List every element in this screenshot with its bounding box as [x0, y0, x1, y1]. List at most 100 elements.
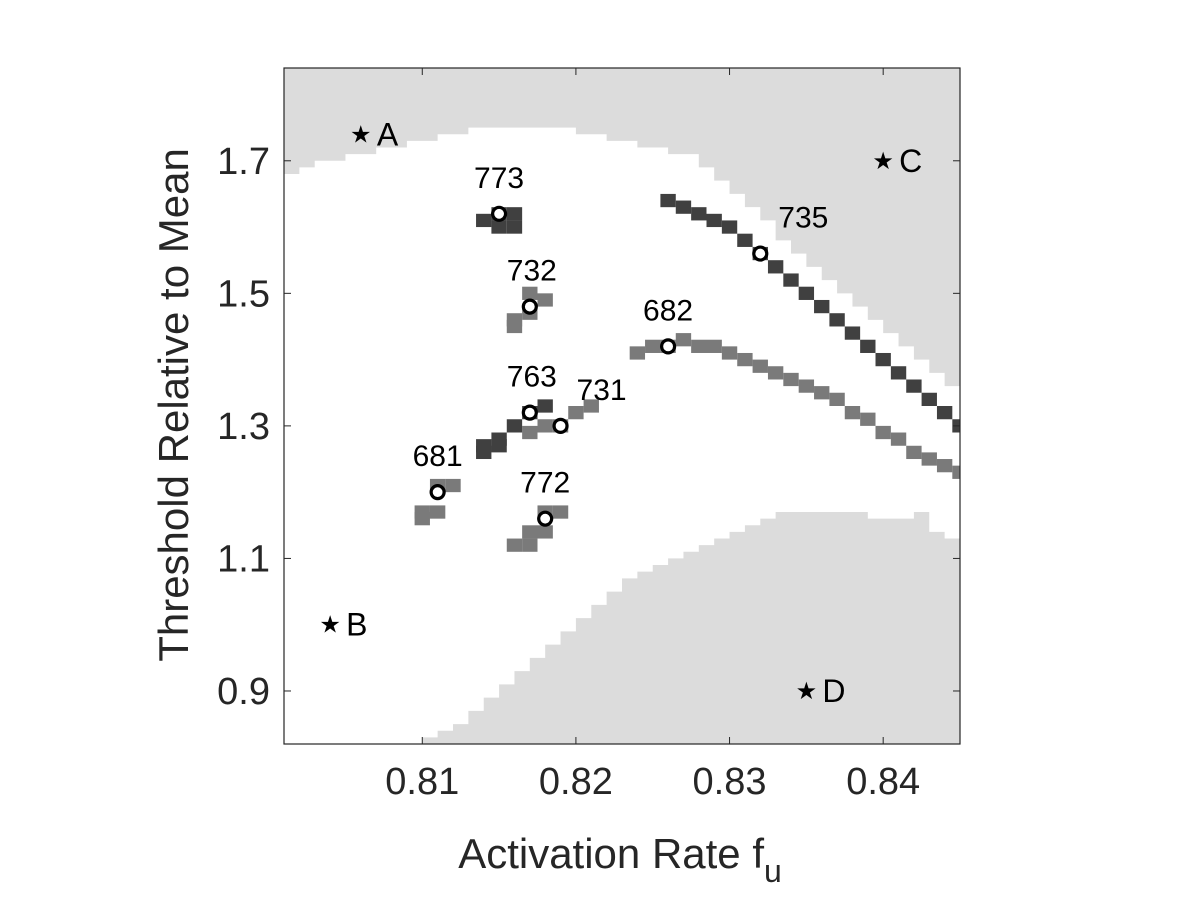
mid-band-cell	[936, 459, 953, 473]
point-marker-732	[521, 298, 538, 315]
dark-band-cell	[476, 445, 492, 460]
star-label-A: A	[377, 116, 399, 152]
point-marker-681	[429, 484, 446, 501]
dark-band-cell	[675, 200, 692, 214]
point-label-731: 731	[577, 374, 627, 407]
y-tick-label: 1.5	[217, 273, 270, 315]
mid-band-cell	[706, 339, 722, 353]
mid-band-cell	[629, 346, 646, 360]
star-label-C: C	[899, 143, 922, 179]
point-label-735: 735	[778, 202, 828, 235]
dark-band-cell	[491, 220, 507, 234]
dark-band-cell	[737, 233, 753, 247]
mid-band-cell	[691, 339, 707, 353]
mid-band-cell	[522, 286, 538, 300]
dark-band-cell	[691, 207, 707, 221]
dark-band-cell	[491, 439, 507, 453]
point-label-773: 773	[474, 162, 524, 195]
dark-band-cell	[660, 193, 676, 208]
mid-band-cell	[522, 425, 538, 440]
axes: 0.81 0.82 0.83 0.84 0.9 1.1 1.3 1.5 1.7	[217, 67, 961, 803]
point-label-763: 763	[507, 361, 557, 394]
y-tick-label: 1.7	[217, 141, 270, 183]
dark-band-cell	[906, 379, 922, 393]
star-marker-B: ★	[319, 611, 341, 639]
dark-band-cell	[767, 260, 784, 274]
mid-band-cell	[737, 352, 753, 367]
y-tick-label: 0.9	[217, 671, 270, 713]
mid-band-cell	[568, 406, 584, 420]
star-marker-A: ★	[350, 120, 372, 148]
mid-band-cell	[906, 445, 922, 460]
dark-band-cell	[721, 220, 738, 234]
star-marker-C: ★	[872, 147, 894, 175]
point-label-732: 732	[507, 255, 557, 288]
mid-band-cell	[537, 525, 553, 539]
x-tick-label: 0.82	[539, 761, 613, 803]
dark-band-cell	[936, 406, 953, 420]
mid-band-cell	[921, 452, 937, 466]
mid-band-cell	[767, 366, 784, 380]
y-tick-label: 1.1	[217, 538, 270, 580]
x-axis-label-main: Activation Rate f	[458, 830, 764, 877]
dark-band-cell	[798, 286, 815, 300]
dark-band-cell	[506, 419, 523, 433]
mid-band-cell	[798, 379, 815, 393]
mid-band-cell	[552, 505, 569, 519]
point-marker-773	[490, 205, 508, 222]
star-label-D: D	[822, 673, 845, 709]
x-tick-label: 0.81	[385, 761, 459, 803]
point-marker-682	[659, 338, 677, 355]
dark-band-cell	[860, 339, 876, 353]
x-axis-label: Activation Rate fu	[458, 830, 782, 889]
mid-band-cell	[537, 419, 553, 433]
x-tick-label: 0.84	[846, 761, 920, 803]
point-marker-731	[552, 417, 569, 434]
mid-band-cell	[537, 293, 553, 307]
dark-band-cell	[875, 352, 891, 367]
mid-band-cell	[952, 465, 960, 479]
mid-band-cell	[752, 359, 768, 373]
x-tick-label: 0.83	[693, 761, 767, 803]
dark-band-cell	[829, 313, 845, 327]
mid-band-cell	[829, 392, 845, 406]
mid-band-cell	[875, 425, 891, 440]
dark-band-cell	[783, 273, 799, 287]
y-tick-label: 1.3	[217, 406, 270, 448]
mid-band-cell	[645, 339, 661, 353]
point-marker-763	[521, 404, 538, 421]
point-label-681: 681	[413, 440, 463, 473]
star-marker-D: ★	[796, 677, 818, 705]
axes-frame	[283, 67, 961, 745]
dark-band-cell	[506, 220, 523, 234]
y-axis-label: Threshold Relative to Mean	[150, 148, 197, 662]
point-marker-735	[752, 245, 769, 262]
mid-band-cell	[860, 412, 876, 426]
dark-band-cell	[890, 366, 907, 380]
mid-band-cell	[783, 372, 799, 387]
point-marker-772	[537, 510, 554, 527]
dark-band-cell	[476, 213, 492, 228]
dark-band-cell	[814, 299, 830, 314]
mid-band-cell	[844, 406, 861, 420]
dark-band-cell	[537, 399, 553, 413]
x-axis-label-subscript: u	[764, 853, 782, 889]
mid-band-cell	[522, 525, 538, 539]
mid-band-cell	[429, 505, 446, 519]
mid-band-cell	[890, 432, 907, 446]
mid-band-cell	[721, 346, 738, 360]
mid-band-cell	[414, 512, 430, 526]
mid-band-cell	[506, 319, 523, 334]
mid-band-cell	[583, 399, 599, 413]
mid-band-cell	[814, 386, 830, 400]
dark-band-cell	[706, 213, 722, 228]
point-label-772: 772	[520, 467, 570, 500]
mid-band-cell	[445, 478, 461, 493]
plot-area	[284, 68, 960, 745]
mid-band-cell	[522, 538, 538, 552]
dark-band-cell	[921, 392, 937, 406]
dark-band-cell	[506, 207, 523, 221]
dark-band-cell	[844, 326, 861, 340]
